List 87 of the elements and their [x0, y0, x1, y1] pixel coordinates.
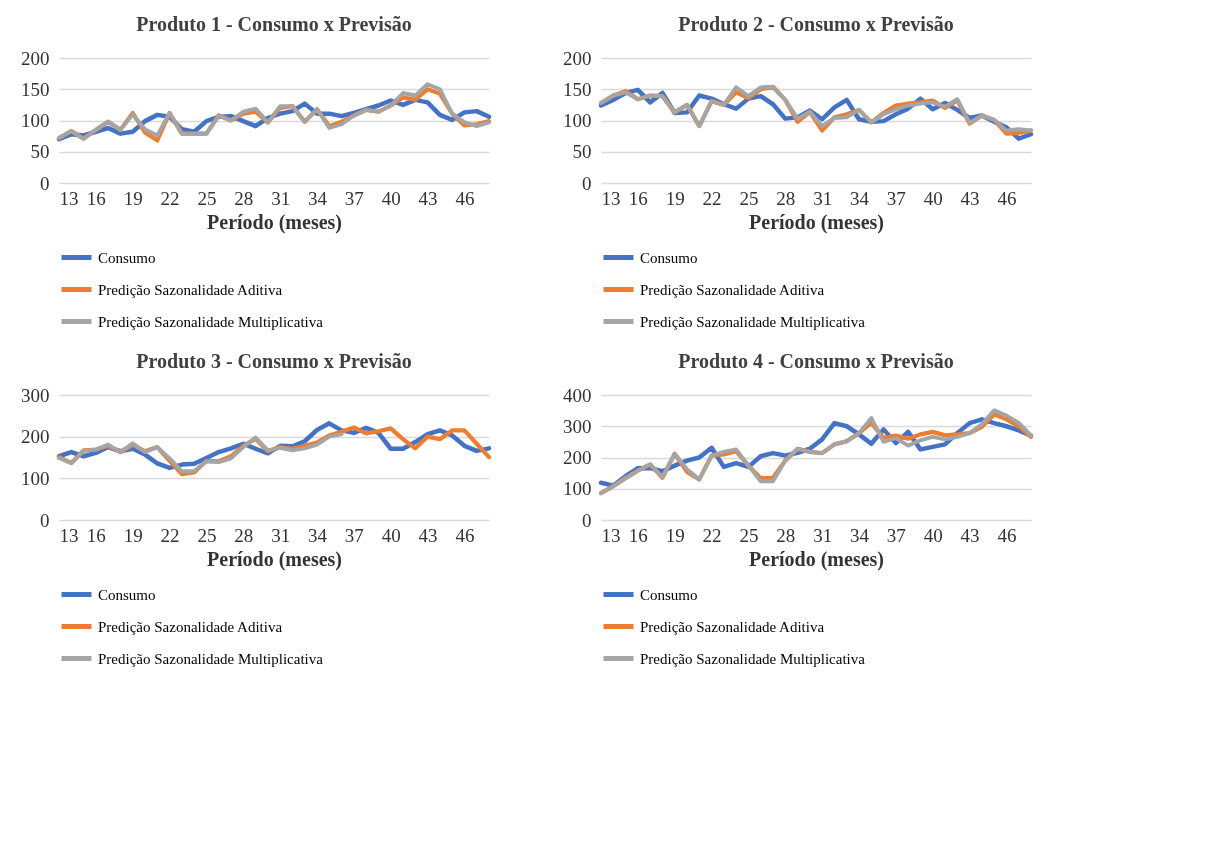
y-tick-label: 0 — [582, 172, 592, 194]
x-tick-label: 13 — [59, 187, 79, 209]
x-tick-label: 16 — [628, 524, 648, 546]
x-tick-label: 34 — [850, 187, 870, 209]
y-tick-label: 100 — [21, 110, 50, 131]
legend-label: Predição Sazonalidade Multiplicativa — [640, 650, 866, 667]
x-tick-label: 31 — [271, 524, 291, 546]
x-tick-label: 37 — [344, 524, 364, 546]
x-tick-label: 31 — [813, 187, 833, 209]
x-tick-label: 13 — [601, 524, 621, 546]
y-tick-label: 0 — [40, 172, 50, 194]
y-tick-label: 0 — [582, 509, 592, 531]
x-tick-label: 40 — [381, 187, 401, 209]
x-tick-label: 37 — [886, 524, 906, 546]
x-tick-label: 34 — [308, 187, 328, 209]
legend-label: Predição Sazonalidade Multiplicativa — [98, 313, 324, 330]
x-tick-label: 13 — [59, 524, 79, 546]
legend-label: Predição Sazonalidade Aditiva — [640, 618, 825, 635]
y-tick-label: 200 — [563, 47, 592, 69]
legend-label: Predição Sazonalidade Aditiva — [640, 281, 825, 298]
y-tick-label: 150 — [21, 78, 50, 100]
x-tick-label: 37 — [886, 187, 906, 209]
y-tick-label: 150 — [563, 78, 592, 100]
x-tick-label: 43 — [418, 524, 438, 546]
legend-label: Predição Sazonalidade Aditiva — [98, 618, 283, 635]
x-tick-label: 28 — [776, 187, 796, 209]
y-tick-label: 50 — [572, 141, 592, 163]
x-tick-label: 25 — [739, 524, 759, 546]
y-tick-label: 50 — [30, 141, 50, 163]
x-tick-label: 22 — [702, 187, 722, 209]
x-tick-label: 40 — [923, 524, 943, 546]
x-axis-title: Período (meses) — [207, 210, 342, 234]
x-tick-label: 46 — [997, 524, 1017, 546]
x-axis-title: Período (meses) — [749, 210, 884, 234]
legend-label: Consumo — [640, 586, 698, 603]
x-tick-label: 46 — [997, 187, 1017, 209]
x-tick-label: 43 — [418, 187, 438, 209]
x-tick-label: 19 — [123, 524, 143, 546]
x-tick-label: 43 — [960, 524, 980, 546]
x-axis-title: Período (meses) — [749, 547, 884, 571]
x-tick-label: 25 — [197, 187, 217, 209]
x-tick-label: 28 — [234, 187, 254, 209]
x-tick-label: 25 — [739, 187, 759, 209]
y-tick-label: 400 — [563, 384, 592, 406]
y-tick-label: 300 — [21, 384, 50, 406]
x-tick-label: 19 — [123, 187, 143, 209]
x-axis-title: Período (meses) — [207, 547, 342, 571]
x-tick-label: 28 — [776, 524, 796, 546]
x-tick-label: 37 — [344, 187, 364, 209]
x-tick-label: 46 — [455, 524, 475, 546]
legend-label: Predição Sazonalidade Multiplicativa — [640, 313, 866, 330]
y-tick-label: 100 — [563, 110, 592, 131]
x-tick-label: 16 — [86, 524, 106, 546]
y-tick-label: 300 — [563, 415, 592, 437]
x-tick-label: 31 — [271, 187, 291, 209]
x-tick-label: 40 — [923, 187, 943, 209]
x-tick-label: 16 — [628, 187, 648, 209]
y-tick-label: 0 — [40, 509, 50, 531]
x-tick-label: 16 — [86, 187, 106, 209]
legend-label: Consumo — [98, 586, 156, 603]
x-tick-label: 22 — [160, 187, 180, 209]
chart-title: Produto 3 - Consumo x Previsão — [136, 350, 412, 372]
x-tick-label: 34 — [308, 524, 328, 546]
y-tick-label: 200 — [21, 47, 50, 69]
x-tick-label: 25 — [197, 524, 217, 546]
x-tick-label: 31 — [813, 524, 833, 546]
y-tick-label: 100 — [21, 467, 50, 489]
x-tick-label: 43 — [960, 187, 980, 209]
x-tick-label: 19 — [665, 524, 685, 546]
x-tick-label: 19 — [665, 187, 685, 209]
legend-label: Consumo — [640, 249, 698, 266]
legend-label: Predição Sazonalidade Multiplicativa — [98, 650, 324, 667]
y-tick-label: 100 — [563, 478, 592, 500]
x-tick-label: 13 — [601, 187, 621, 209]
legend-label: Consumo — [98, 249, 156, 266]
x-tick-label: 40 — [381, 524, 401, 546]
chart-title: Produto 4 - Consumo x Previsão — [678, 350, 954, 372]
x-tick-label: 28 — [234, 524, 254, 546]
x-tick-label: 22 — [702, 524, 722, 546]
y-tick-label: 200 — [563, 447, 592, 468]
x-tick-label: 34 — [850, 524, 870, 546]
legend-label: Predição Sazonalidade Aditiva — [98, 281, 283, 298]
chart-title: Produto 1 - Consumo x Previsão — [136, 13, 412, 35]
x-tick-label: 22 — [160, 524, 180, 546]
x-tick-label: 46 — [455, 187, 475, 209]
chart-title: Produto 2 - Consumo x Previsão — [678, 13, 954, 35]
y-tick-label: 200 — [21, 426, 50, 448]
